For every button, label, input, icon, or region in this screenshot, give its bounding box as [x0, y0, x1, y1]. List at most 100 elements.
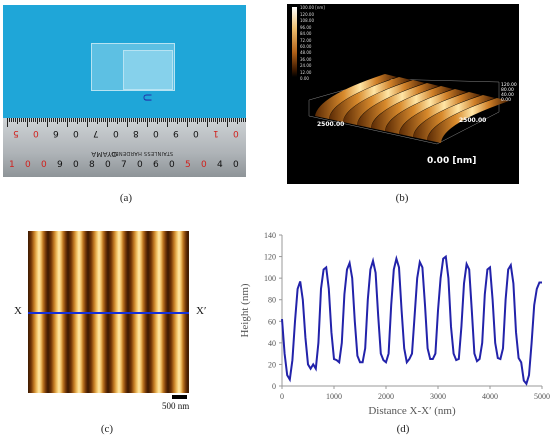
ruler-tick [155, 118, 156, 122]
ruler-tick [37, 118, 38, 124]
ruler-tick [17, 118, 18, 124]
ruler-tick [213, 118, 214, 122]
ruler-tick [53, 118, 54, 122]
ruler-tick [113, 118, 114, 122]
ruler-tick [167, 118, 168, 127]
ruler-maker-text: OYAMA [91, 150, 117, 158]
ruler-tick [207, 118, 208, 127]
ruler-tick [175, 118, 176, 122]
x-tick-label: 5000 [534, 392, 550, 401]
ruler-tick [133, 118, 134, 122]
ruler-tick [33, 118, 34, 122]
surface-ridge [371, 86, 453, 131]
ruler-tick [23, 118, 24, 122]
frame-line [436, 111, 500, 145]
ruler-tick [19, 118, 20, 122]
ruler-tick [61, 118, 62, 122]
caption-c: (c) [100, 423, 114, 435]
colorbar-title: 100.00 [nm] [300, 5, 325, 10]
ruler-tick [141, 118, 142, 122]
ruler-tick [29, 118, 30, 122]
ruler-tick [127, 118, 128, 127]
ruler-tick [237, 118, 238, 124]
colorbar-label: 48.00 [300, 50, 312, 56]
surface-ridge [413, 95, 495, 140]
ruler-tick [137, 118, 138, 124]
colorbar-label: 108.00 [300, 18, 314, 24]
ruler-tick [245, 118, 246, 122]
ruler-number-top: 0 [113, 128, 119, 138]
ruler-number-bottom: 9 [57, 160, 63, 170]
ruler-number-bottom: 6 [153, 160, 159, 170]
ruler-tick [87, 118, 88, 127]
ruler-number-bottom: 5 [185, 160, 191, 170]
ruler-tick [135, 118, 136, 122]
x-tick-label: 3000 [430, 392, 446, 401]
y-tick-label: 40 [268, 339, 276, 348]
label-x: X [14, 305, 22, 317]
colorbar-label: 120.00 [300, 12, 314, 17]
series-line [281, 254, 542, 386]
ruler-tick [125, 118, 126, 122]
ruler-tick [25, 118, 26, 122]
ruler-tick [39, 118, 40, 122]
ruler-tick [145, 118, 146, 122]
origin-label: 0.00 [nm] [427, 156, 477, 166]
ruler-tick [153, 118, 154, 122]
ruler-tick [45, 118, 46, 122]
ruler-tick [165, 118, 166, 122]
ruler-tick [225, 118, 226, 122]
ruler-tick [35, 118, 36, 122]
y-tick-label: 80 [268, 296, 276, 305]
ruler-tick [57, 118, 58, 124]
ruler-tick [109, 118, 110, 122]
ruler-tick [123, 118, 124, 122]
ruler-number-top: 8 [133, 128, 139, 138]
ruler-tick [119, 118, 120, 122]
ruler-number-top: 9 [173, 128, 179, 138]
ruler-tick [199, 118, 200, 122]
ruler-tick [43, 118, 44, 122]
ruler-tick [203, 118, 204, 122]
colorbar-label: 72.00 [300, 37, 312, 43]
ruler-number-top: 7 [93, 128, 99, 138]
ruler-tick [201, 118, 202, 122]
ruler-tick [99, 118, 100, 122]
caption-b: (b) [395, 192, 409, 204]
ruler-tick [13, 118, 14, 122]
ruler-tick [139, 118, 140, 122]
ruler-tick [131, 118, 132, 122]
ruler-tick [209, 118, 210, 122]
scale-bar [172, 395, 187, 399]
ruler-number-top: 6 [53, 128, 59, 138]
ruler-number-bottom: 7 [121, 160, 127, 170]
ruler-tick [157, 118, 158, 124]
ruler-tick [117, 118, 118, 124]
axis-label-x: 2500.00 [317, 121, 345, 128]
ruler-tick [191, 118, 192, 122]
ruler-tick [95, 118, 96, 122]
ruler-tick [67, 118, 68, 127]
ruler-tick [143, 118, 144, 122]
ruler-tick [27, 118, 28, 127]
ruler-tick [55, 118, 56, 122]
ruler-tick [69, 118, 70, 122]
y-tick-label: 120 [264, 253, 276, 262]
ruler-tick [187, 118, 188, 127]
surface-ridge [315, 74, 397, 119]
label-x-prime: X′ [196, 305, 207, 317]
caption-a: (a) [119, 192, 133, 204]
ruler-tick [171, 118, 172, 122]
ruler-tick [189, 118, 190, 122]
ruler-number-top: 0 [153, 128, 159, 138]
ruler-number-bottom: 0 [169, 160, 175, 170]
ruler-tick [15, 118, 16, 122]
x-axis-title: Distance X-X′ (nm) [368, 405, 456, 417]
ruler-number-bottom: 4 [217, 160, 223, 170]
ruler-tick [163, 118, 164, 122]
ruler-tick [219, 118, 220, 122]
ruler-tick [217, 118, 218, 124]
afm-2d-image [28, 231, 189, 393]
x-tick-label: 4000 [482, 392, 498, 401]
ruler-number-bottom: 0 [105, 160, 111, 170]
